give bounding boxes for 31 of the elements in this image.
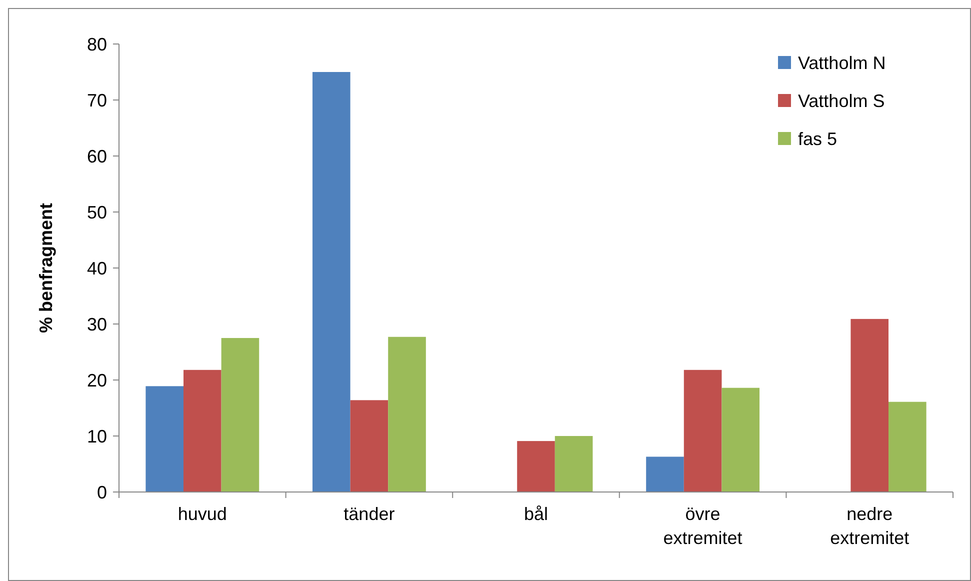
bar	[850, 318, 889, 492]
legend-label: Vattholm S	[798, 90, 885, 111]
y-tick-label: 70	[86, 90, 107, 110]
y-tick-label: 60	[86, 146, 107, 166]
y-tick-label: 50	[86, 202, 107, 222]
bar	[388, 336, 426, 492]
x-tick-label: övre extremitet	[663, 504, 742, 548]
legend-label: Vattholm N	[798, 52, 886, 73]
bar	[350, 400, 388, 492]
y-axis-title: % benfragment	[36, 202, 56, 334]
bar	[517, 441, 555, 492]
y-tick-label: 20	[86, 370, 107, 390]
x-tick-label: bål	[524, 504, 548, 524]
x-tick-label: nedre extremitet	[830, 504, 910, 548]
y-tick-label: 0	[96, 482, 107, 502]
bar	[722, 388, 760, 492]
x-tick-label: huvud	[178, 504, 227, 524]
legend-label: fas 5	[798, 128, 838, 149]
y-tick-label: 10	[86, 426, 107, 446]
bar	[312, 72, 350, 492]
bar	[646, 456, 684, 492]
bar	[146, 386, 184, 492]
y-tick-label: 40	[86, 258, 107, 278]
y-tick-label: 30	[86, 314, 107, 334]
bar	[221, 338, 260, 492]
y-tick-label: 80	[86, 34, 107, 54]
bar	[554, 436, 593, 492]
bar	[684, 370, 722, 492]
x-tick-label: tänder	[344, 504, 395, 524]
bar	[888, 402, 926, 492]
bar	[183, 370, 222, 492]
